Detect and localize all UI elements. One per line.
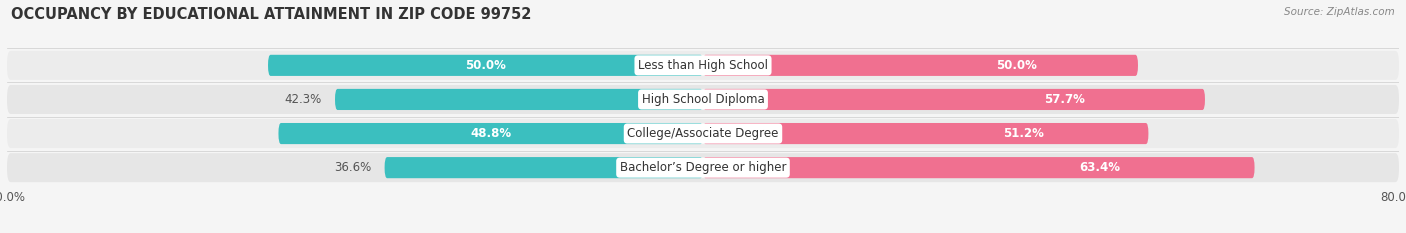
Text: 51.2%: 51.2% <box>1004 127 1045 140</box>
FancyBboxPatch shape <box>7 85 1399 114</box>
Text: 50.0%: 50.0% <box>465 59 506 72</box>
Text: 48.8%: 48.8% <box>470 127 512 140</box>
Text: 63.4%: 63.4% <box>1080 161 1121 174</box>
FancyBboxPatch shape <box>7 119 1399 148</box>
FancyBboxPatch shape <box>7 153 1399 182</box>
FancyBboxPatch shape <box>269 55 703 76</box>
FancyBboxPatch shape <box>335 89 703 110</box>
FancyBboxPatch shape <box>703 123 1149 144</box>
FancyBboxPatch shape <box>278 123 703 144</box>
Text: 50.0%: 50.0% <box>995 59 1036 72</box>
Text: High School Diploma: High School Diploma <box>641 93 765 106</box>
Text: Bachelor’s Degree or higher: Bachelor’s Degree or higher <box>620 161 786 174</box>
Text: Less than High School: Less than High School <box>638 59 768 72</box>
FancyBboxPatch shape <box>7 51 1399 80</box>
Text: 42.3%: 42.3% <box>284 93 322 106</box>
Text: OCCUPANCY BY EDUCATIONAL ATTAINMENT IN ZIP CODE 99752: OCCUPANCY BY EDUCATIONAL ATTAINMENT IN Z… <box>11 7 531 22</box>
FancyBboxPatch shape <box>385 157 703 178</box>
Text: 36.6%: 36.6% <box>335 161 371 174</box>
Legend: Owner-occupied, Renter-occupied: Owner-occupied, Renter-occupied <box>575 231 831 233</box>
Text: 57.7%: 57.7% <box>1045 93 1085 106</box>
FancyBboxPatch shape <box>703 55 1137 76</box>
FancyBboxPatch shape <box>703 157 1254 178</box>
Text: Source: ZipAtlas.com: Source: ZipAtlas.com <box>1284 7 1395 17</box>
Text: College/Associate Degree: College/Associate Degree <box>627 127 779 140</box>
FancyBboxPatch shape <box>703 89 1205 110</box>
